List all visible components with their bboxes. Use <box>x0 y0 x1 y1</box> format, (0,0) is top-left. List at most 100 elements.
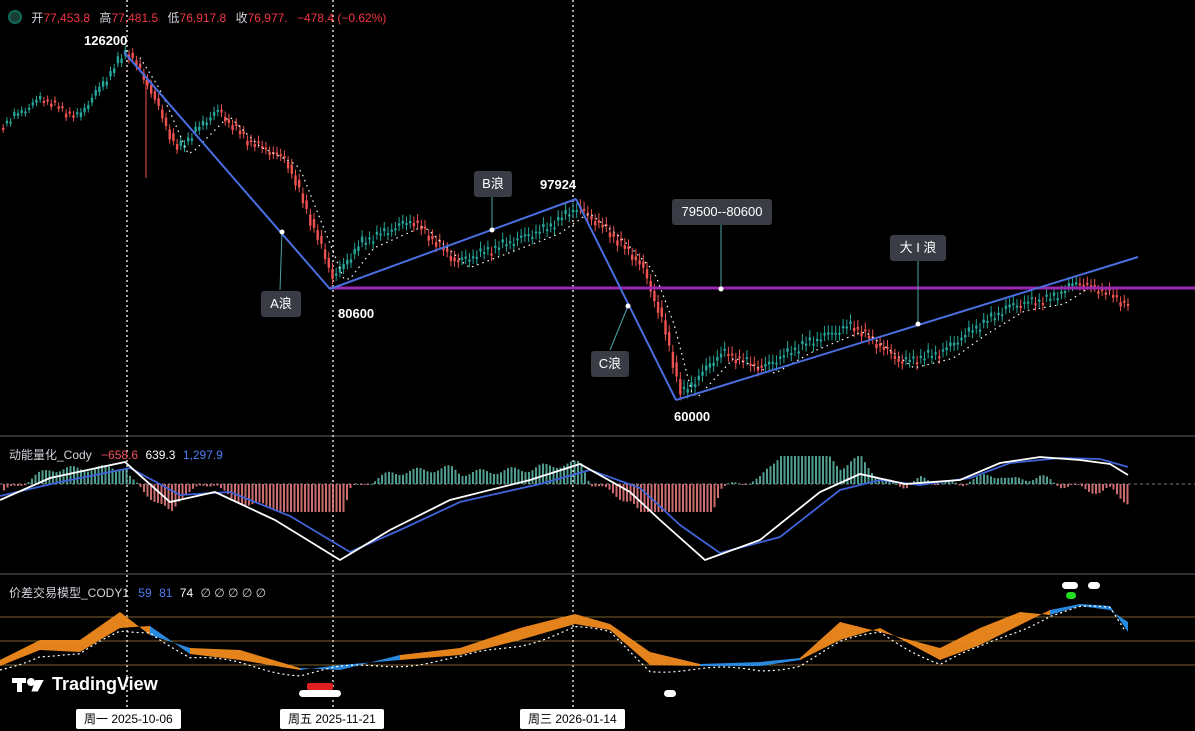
candle-body <box>157 98 160 106</box>
candle-body <box>930 355 934 358</box>
candle-body <box>494 245 497 248</box>
spread-legend[interactable]: 价差交易模型_CODY1 59 81 74 ∅ ∅ ∅ ∅ ∅ <box>9 584 270 601</box>
momentum-hist-bar <box>692 484 695 512</box>
symbol-status-icon[interactable] <box>8 10 22 24</box>
spread-value-1: 59 <box>138 586 152 600</box>
momentum-hist-bar <box>426 471 429 484</box>
candle-body <box>801 341 804 345</box>
momentum-hist-bar <box>381 474 383 484</box>
candle-body <box>1012 303 1015 306</box>
candle-body <box>464 256 467 259</box>
momentum-hist-bar <box>937 484 940 485</box>
spread-fill-segment <box>120 612 150 635</box>
momentum-hist-bar <box>902 484 905 489</box>
wave-label-1: A浪 <box>261 291 301 317</box>
candle-body <box>368 237 371 240</box>
candle-body <box>39 96 42 100</box>
momentum-hist-bar <box>489 472 492 484</box>
momentum-hist-bar <box>1060 484 1062 489</box>
momentum-hist-bar <box>3 484 5 491</box>
wave-label-text: 79500--80600 <box>682 204 763 219</box>
momentum-hist-bar <box>66 467 68 484</box>
momentum-hist-bar <box>689 484 691 512</box>
candle-body <box>113 68 116 74</box>
momentum-hist-bar <box>570 461 572 484</box>
momentum-hist-bar <box>1046 476 1048 484</box>
candle-body <box>298 179 301 188</box>
momentum-hist-bar <box>1084 484 1087 490</box>
candle-body <box>261 146 264 149</box>
candle-body <box>1075 282 1078 285</box>
momentum-hist-bar <box>860 456 863 484</box>
momentum-hist-bar <box>829 456 831 484</box>
momentum-hist-bar <box>857 456 859 484</box>
momentum-hist-bar <box>745 484 747 485</box>
spread-panel <box>0 582 1195 697</box>
momentum-hist-bar <box>790 456 793 484</box>
wave-label-box <box>591 351 629 377</box>
momentum-hist-bar <box>720 484 723 489</box>
momentum-hist-bar <box>241 484 243 506</box>
momentum-hist-bar <box>1116 484 1118 495</box>
momentum-hist-bar <box>496 473 499 484</box>
candle-body <box>346 259 349 265</box>
momentum-hist-bar <box>447 465 450 484</box>
spread-name: 价差交易模型_CODY1 <box>9 586 130 600</box>
candle-body <box>941 349 945 352</box>
momentum-hist-bar <box>990 476 992 484</box>
candle-body <box>235 123 238 127</box>
candle-body <box>668 332 671 346</box>
candle-body <box>1001 314 1004 317</box>
candle-body <box>616 240 619 246</box>
spread-dotted-line <box>0 605 1126 677</box>
candle-body <box>153 91 157 100</box>
candle-body <box>1004 305 1008 309</box>
candle-body <box>109 70 112 77</box>
momentum-hist-bar <box>244 484 247 507</box>
momentum-hist-bar <box>591 484 593 487</box>
candle-body <box>83 107 86 113</box>
candle-body <box>364 242 367 245</box>
momentum-hist-bar <box>55 472 58 484</box>
major-i-connector-anchor <box>915 321 921 327</box>
spread-fill-segment <box>880 628 940 660</box>
candle-body <box>727 354 730 357</box>
momentum-legend[interactable]: 动能量化_Cody −658.6 639.3 1,297.9 <box>9 446 227 463</box>
candle-body <box>20 110 23 113</box>
momentum-hist-bar <box>153 484 156 502</box>
candle-body <box>793 347 797 351</box>
momentum-hist-bar <box>755 478 758 484</box>
candle-body <box>446 248 449 252</box>
candle-body <box>938 356 941 359</box>
candle-body <box>886 346 889 349</box>
momentum-hist-bar <box>188 484 191 493</box>
candle-body <box>553 227 556 230</box>
momentum-hist-bar <box>454 469 457 484</box>
spread-fill-segment <box>520 614 575 640</box>
momentum-hist-bar <box>517 469 520 484</box>
candle-body <box>501 239 504 243</box>
momentum-hist-bar <box>1007 477 1010 484</box>
candle-body <box>442 246 445 251</box>
candle-body <box>645 269 649 279</box>
momentum-hist-bar <box>94 468 96 484</box>
momentum-hist-bar <box>132 479 135 484</box>
momentum-hist-bar <box>216 484 219 486</box>
candle-body <box>1097 291 1100 294</box>
momentum-hist-bar <box>472 472 474 484</box>
candle-body <box>1052 292 1056 296</box>
momentum-hist-bar <box>706 484 709 512</box>
low-label: 低 <box>167 11 180 25</box>
momentum-hist-bar <box>986 474 989 484</box>
candle-body <box>479 248 482 252</box>
momentum-hist-bar <box>965 484 968 485</box>
momentum-hist-bar <box>934 484 936 485</box>
candle-body <box>971 330 974 333</box>
momentum-hist-bar <box>258 484 261 503</box>
momentum-hist-bar <box>293 484 296 512</box>
momentum-hist-bar <box>59 471 61 484</box>
date-tag-2: 周五 2025-11-21 <box>280 709 384 729</box>
momentum-hist-bar <box>503 470 506 484</box>
candle-body <box>823 332 826 336</box>
